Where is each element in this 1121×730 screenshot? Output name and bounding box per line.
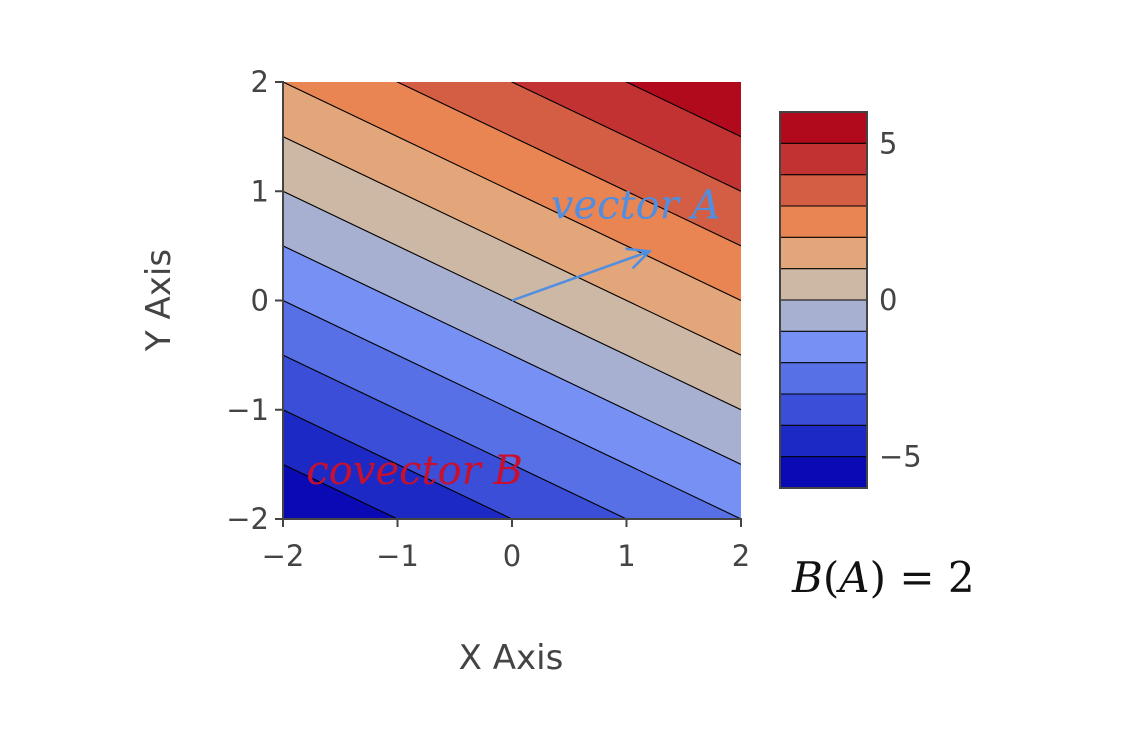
formula-close: ) <box>870 553 886 602</box>
x-tick-label: 0 <box>503 539 521 573</box>
contour-line <box>396 82 741 247</box>
contour-lines <box>283 82 741 519</box>
colorbar-band <box>780 300 867 332</box>
contour-line <box>283 190 741 411</box>
colorbar-band <box>780 362 867 395</box>
y-axis-title: Y Axis <box>139 249 179 352</box>
colorbar-band <box>780 331 867 364</box>
annotations: vector A covector B <box>306 182 720 493</box>
colorbar-band <box>780 456 867 489</box>
x-tick-label: −2 <box>262 539 305 573</box>
contour-line <box>283 409 514 519</box>
formula-rest: = 2 <box>886 553 975 602</box>
formula: B(A) = 2 <box>791 553 975 602</box>
contour-line <box>283 354 628 519</box>
contour-line <box>283 82 741 301</box>
colorbar-band <box>780 112 867 144</box>
y-tick-label: −1 <box>226 393 269 427</box>
covector-label: covector B <box>306 448 523 494</box>
plot-area <box>283 82 741 519</box>
vector-arrow <box>511 250 650 302</box>
colorbar-band <box>780 174 867 207</box>
x-axis-title: X Axis <box>459 638 564 678</box>
formula-b: B <box>791 553 823 602</box>
colorbar-frame <box>779 111 868 489</box>
colorbar-band <box>780 268 867 301</box>
x-tick-label: −1 <box>376 539 419 573</box>
y-tick-label: 2 <box>251 65 269 99</box>
colorbar-band <box>780 143 867 176</box>
y-tick-label: −2 <box>226 502 269 536</box>
contour-line <box>283 136 741 356</box>
formula-a: A <box>835 553 869 602</box>
colorbar-tick-label: 0 <box>879 283 897 317</box>
contour-line <box>283 245 741 465</box>
contour-line <box>625 82 741 138</box>
formula-open: ( <box>823 553 839 602</box>
x-tick-label: 2 <box>732 539 750 573</box>
colorbar-band <box>780 237 867 270</box>
vector-arrow-head <box>625 247 653 270</box>
colorbar-band <box>780 425 867 458</box>
contour-bands <box>283 82 741 519</box>
contour-line <box>510 82 741 192</box>
colorbar-tick-label: −5 <box>879 440 922 474</box>
vector-label: vector A <box>551 182 721 228</box>
x-tick-label: 1 <box>617 539 635 573</box>
axes: −2 −1 0 1 2 −2 −1 0 1 2 <box>226 65 750 573</box>
colorbar: 5 0 −5 <box>779 111 922 489</box>
contour-line <box>283 300 741 519</box>
y-tick-label: 0 <box>251 284 269 318</box>
colorbar-band <box>780 394 867 426</box>
colorbar-tick-label: 5 <box>879 126 897 160</box>
y-tick-label: 1 <box>251 174 269 208</box>
colorbar-band <box>780 206 867 238</box>
contour-line <box>283 463 399 519</box>
